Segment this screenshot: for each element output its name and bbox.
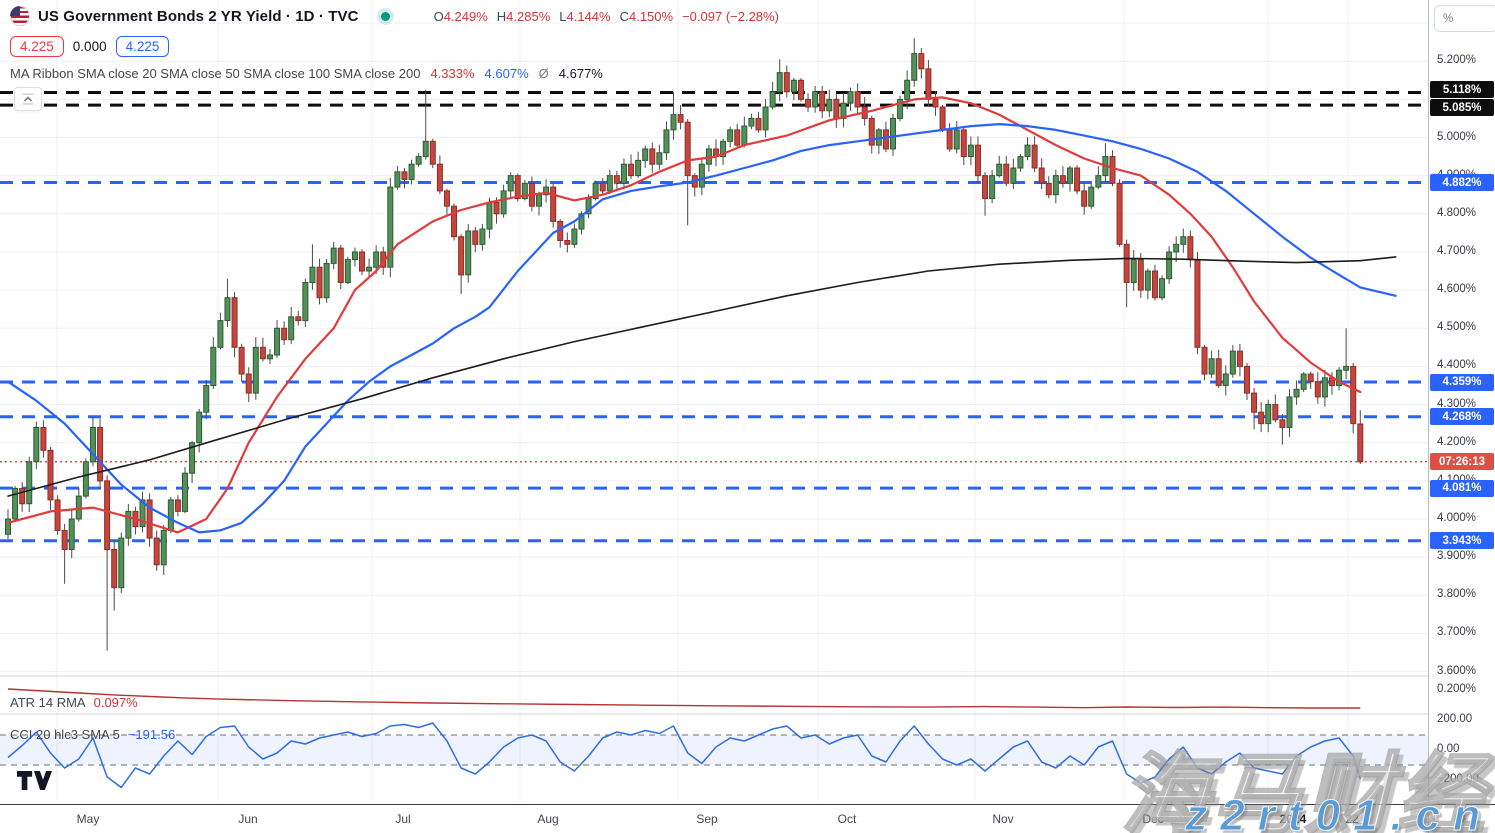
bid-price-tag[interactable]: 4.225 [10, 36, 64, 57]
sma200-value: 4.677% [558, 66, 603, 81]
ma-ribbon-legend[interactable]: MA Ribbon SMA close 20 SMA close 50 SMA … [10, 66, 603, 81]
time-axis[interactable]: May Jun Jul Aug Sep Oct Nov Dec 2024 22 [0, 804, 1428, 833]
level-price-label: 4.081% [1430, 479, 1494, 497]
time-tick-label: Oct [837, 812, 857, 826]
ma-ribbon-name: MA Ribbon SMA close 20 SMA close 50 SMA … [10, 66, 421, 81]
price-tick-label: 4.200% [1437, 435, 1477, 448]
tradingview-logo[interactable] [16, 770, 52, 796]
price-tick-label: 3.900% [1437, 550, 1477, 563]
ask-price-tag[interactable]: 4.225 [115, 36, 170, 57]
chart-canvas[interactable] [0, 0, 1428, 803]
time-tick-label: May [76, 812, 100, 826]
candlestick-series [5, 38, 1364, 651]
price-axis[interactable]: % 5.200%5.000%4.900%4.800%4.700%4.600%4.… [1428, 0, 1495, 803]
level-price-label: 4.359% [1430, 373, 1494, 391]
cci-tick-label: −200.00 [1437, 773, 1479, 785]
time-tick-label: Jul [395, 812, 411, 826]
ma-ribbon-lines [6, 96, 1397, 534]
spread-value: 0.000 [72, 39, 107, 54]
bar-countdown-label: 07:26:13 [1430, 453, 1494, 471]
ma-line-sma-50 [6, 122, 1397, 534]
price-tick-label: 3.600% [1437, 664, 1477, 677]
cci-indicator-legend[interactable]: CCI 20 hlc3 SMA 5 −191.56 [10, 727, 175, 742]
us-flag-icon [10, 6, 30, 26]
sma100-null-symbol: Ø [538, 66, 549, 81]
cci-value: −191.56 [127, 727, 176, 742]
symbol-legend-row: US Government Bonds 2 YR Yield · 1D · TV… [10, 6, 779, 26]
level-price-label: 3.943% [1430, 532, 1494, 550]
price-tick-label: 3.800% [1437, 588, 1477, 601]
level-price-label: 4.882% [1430, 174, 1494, 192]
high-value: 4.285% [506, 8, 551, 24]
gear-icon[interactable]: ⚙ [1453, 810, 1468, 827]
time-tick-label: 2024 [1279, 812, 1307, 826]
level-price-label: 4.268% [1430, 408, 1494, 426]
price-tick-label: 4.500% [1437, 321, 1477, 334]
atr-indicator-legend[interactable]: ATR 14 RMA 0.097% [10, 695, 138, 710]
price-tags-row: 4.225 0.000 4.225 [10, 36, 170, 57]
cci-tick-label: 200.00 [1437, 713, 1473, 725]
grid-lines [0, 0, 1428, 801]
cci-pane [0, 722, 1428, 789]
price-tick-label: 3.700% [1437, 626, 1477, 639]
price-tick-label: 4.600% [1437, 283, 1477, 296]
ma-line-sma-200 [7, 256, 1397, 497]
atr-tick-label: 0.200% [1437, 683, 1477, 695]
chevron-up-icon [23, 93, 33, 105]
time-tick-label: Nov [992, 812, 1014, 826]
cci-tick-label: 0.00 [1437, 743, 1460, 755]
price-tick-label: 4.300% [1437, 397, 1477, 410]
symbol-title[interactable]: US Government Bonds 2 YR Yield · 1D · TV… [38, 7, 359, 25]
axis-corner: ⚙ [1428, 804, 1495, 833]
ma-line-sma-20 [6, 96, 1362, 534]
price-tick-label: 5.200% [1437, 54, 1477, 67]
cci-name: CCI 20 hlc3 SMA 5 [10, 727, 120, 742]
price-tick-label: 4.700% [1437, 244, 1477, 257]
level-price-label: 5.085% [1430, 99, 1494, 117]
change-value: −0.097 (−2.28%) [682, 8, 779, 24]
price-tick-label: 4.000% [1437, 512, 1477, 524]
low-value: 4.144% [566, 8, 611, 24]
atr-name: ATR 14 RMA [10, 695, 86, 710]
time-tick-label: Dec [1142, 812, 1164, 826]
atr-value: 0.097% [93, 695, 138, 710]
sma20-value: 4.333% [430, 66, 475, 81]
sma50-value: 4.607% [484, 66, 529, 81]
time-tick-label: Sep [696, 812, 718, 826]
time-tick-label: Aug [537, 812, 559, 826]
price-tick-label: 5.000% [1437, 130, 1477, 143]
collapse-pane-button[interactable] [14, 87, 42, 111]
ohlc-values: O4.249% H4.285% L4.144% C4.150% −0.097 (… [433, 8, 779, 24]
price-tick-label: 4.800% [1437, 206, 1477, 219]
level-price-label: 5.118% [1430, 81, 1494, 99]
price-unit-button[interactable]: % [1434, 5, 1495, 32]
time-tick-label: 22 [1345, 812, 1359, 826]
market-status-icon[interactable] [380, 11, 390, 21]
time-tick-label: Jun [238, 812, 258, 826]
level-lines [0, 90, 1428, 543]
open-value: 4.249% [443, 8, 488, 24]
close-value: 4.150% [628, 8, 674, 24]
atr-pane [7, 688, 1361, 709]
price-tick-label: 4.400% [1437, 359, 1477, 372]
